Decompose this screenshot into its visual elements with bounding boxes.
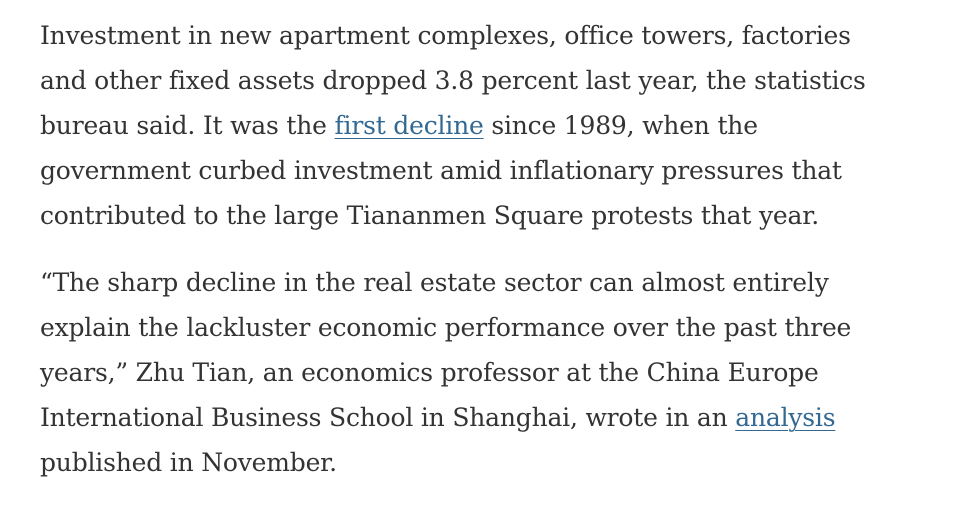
text-line: explain the lackluster economic performa… (40, 305, 976, 350)
inline-link[interactable]: first decline (334, 111, 484, 140)
text-line: government curbed investment amid inflat… (40, 148, 976, 193)
text-run: contributed to the large Tiananmen Squar… (40, 201, 819, 230)
text-line: and other fixed assets dropped 3.8 perce… (40, 58, 976, 103)
text-line: International Business School in Shangha… (40, 395, 976, 440)
text-line: “The sharp decline in the real estate se… (40, 260, 976, 305)
text-run: government curbed investment amid inflat… (40, 156, 842, 185)
text-line: years,” Zhu Tian, an economics professor… (40, 350, 976, 395)
text-run: since 1989, when the (483, 111, 758, 140)
paragraph: “The sharp decline in the real estate se… (40, 260, 976, 485)
text-line: contributed to the large Tiananmen Squar… (40, 193, 976, 238)
text-line: Investment in new apartment complexes, o… (40, 13, 976, 58)
text-run: published in November. (40, 448, 337, 477)
text-run: International Business School in Shangha… (40, 403, 736, 432)
text-run: Investment in new apartment complexes, o… (40, 21, 851, 50)
text-run: explain the lackluster economic performa… (40, 313, 852, 342)
text-line: published in November. (40, 440, 976, 485)
paragraph: Investment in new apartment complexes, o… (40, 13, 976, 238)
inline-link[interactable]: analysis (735, 403, 836, 432)
text-line: bureau said. It was the first decline si… (40, 103, 976, 148)
text-run: “The sharp decline in the real estate se… (40, 268, 829, 297)
text-run: years,” Zhu Tian, an economics professor… (40, 358, 819, 387)
text-run: and other fixed assets dropped 3.8 perce… (40, 66, 866, 95)
article-body: Investment in new apartment complexes, o… (40, 13, 976, 485)
text-run: bureau said. It was the (40, 111, 335, 140)
